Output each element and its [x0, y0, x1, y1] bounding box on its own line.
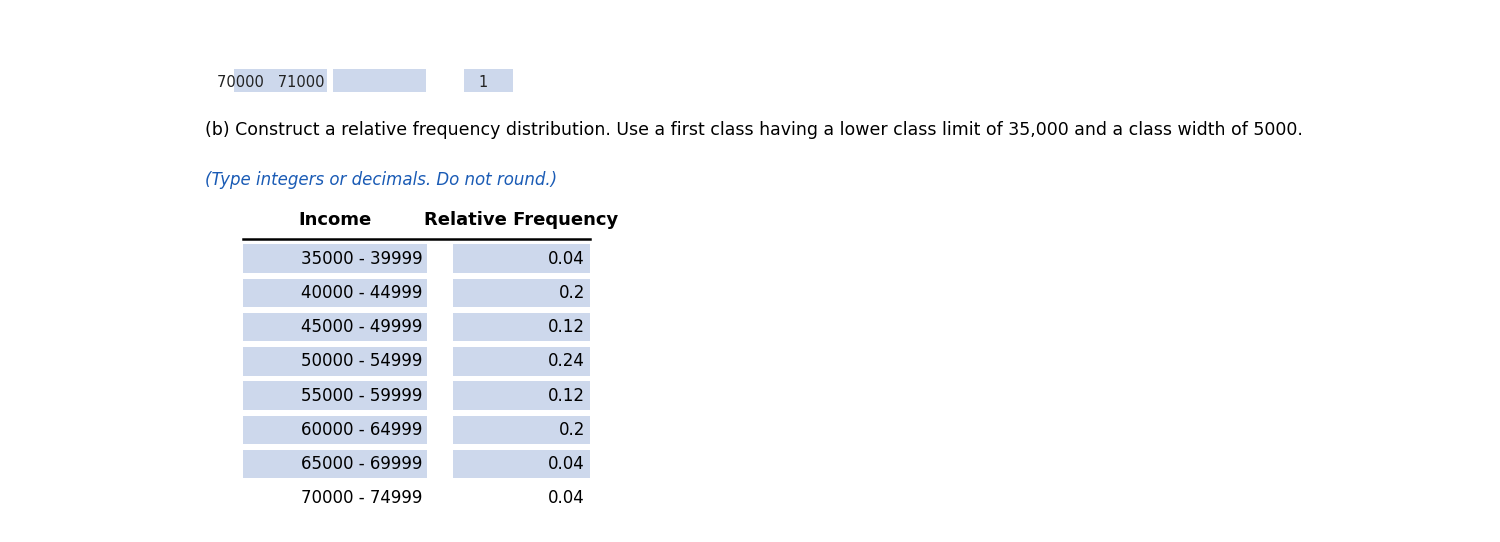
- Text: 35000 - 39999: 35000 - 39999: [300, 250, 423, 268]
- FancyBboxPatch shape: [243, 279, 427, 307]
- FancyBboxPatch shape: [453, 244, 590, 273]
- FancyBboxPatch shape: [453, 484, 590, 512]
- Text: 0.12: 0.12: [548, 318, 585, 336]
- Text: 0.04: 0.04: [549, 455, 585, 473]
- Text: 65000 - 69999: 65000 - 69999: [302, 455, 423, 473]
- Text: 70000 - 74999: 70000 - 74999: [302, 489, 423, 507]
- FancyBboxPatch shape: [453, 279, 590, 307]
- Text: 0.24: 0.24: [548, 352, 585, 370]
- Text: 70000   71000: 70000 71000: [217, 75, 324, 91]
- Text: 0.04: 0.04: [549, 489, 585, 507]
- Text: Relative Frequency: Relative Frequency: [424, 211, 618, 229]
- Text: 1: 1: [478, 75, 488, 91]
- Text: 45000 - 49999: 45000 - 49999: [302, 318, 423, 336]
- FancyBboxPatch shape: [243, 244, 427, 273]
- FancyBboxPatch shape: [243, 313, 427, 341]
- FancyBboxPatch shape: [243, 484, 427, 512]
- FancyBboxPatch shape: [453, 347, 590, 376]
- FancyBboxPatch shape: [333, 69, 426, 92]
- FancyBboxPatch shape: [243, 450, 427, 478]
- Text: 60000 - 64999: 60000 - 64999: [302, 421, 423, 439]
- Text: (b) Construct a relative frequency distribution. Use a first class having a lowe: (b) Construct a relative frequency distr…: [206, 121, 1304, 139]
- Text: 0.04: 0.04: [549, 250, 585, 268]
- FancyBboxPatch shape: [453, 450, 590, 478]
- FancyBboxPatch shape: [243, 382, 427, 410]
- FancyBboxPatch shape: [453, 382, 590, 410]
- FancyBboxPatch shape: [234, 69, 327, 92]
- Text: 0.12: 0.12: [548, 386, 585, 404]
- Text: 40000 - 44999: 40000 - 44999: [302, 284, 423, 302]
- FancyBboxPatch shape: [453, 313, 590, 341]
- Text: 50000 - 54999: 50000 - 54999: [302, 352, 423, 370]
- Text: 0.2: 0.2: [558, 284, 585, 302]
- FancyBboxPatch shape: [243, 347, 427, 376]
- FancyBboxPatch shape: [464, 69, 513, 92]
- Text: 0.2: 0.2: [558, 421, 585, 439]
- Text: 55000 - 59999: 55000 - 59999: [302, 386, 423, 404]
- Text: Income: Income: [298, 211, 372, 229]
- Text: (Type integers or decimals. Do not round.): (Type integers or decimals. Do not round…: [206, 171, 556, 190]
- FancyBboxPatch shape: [243, 416, 427, 444]
- FancyBboxPatch shape: [453, 416, 590, 444]
